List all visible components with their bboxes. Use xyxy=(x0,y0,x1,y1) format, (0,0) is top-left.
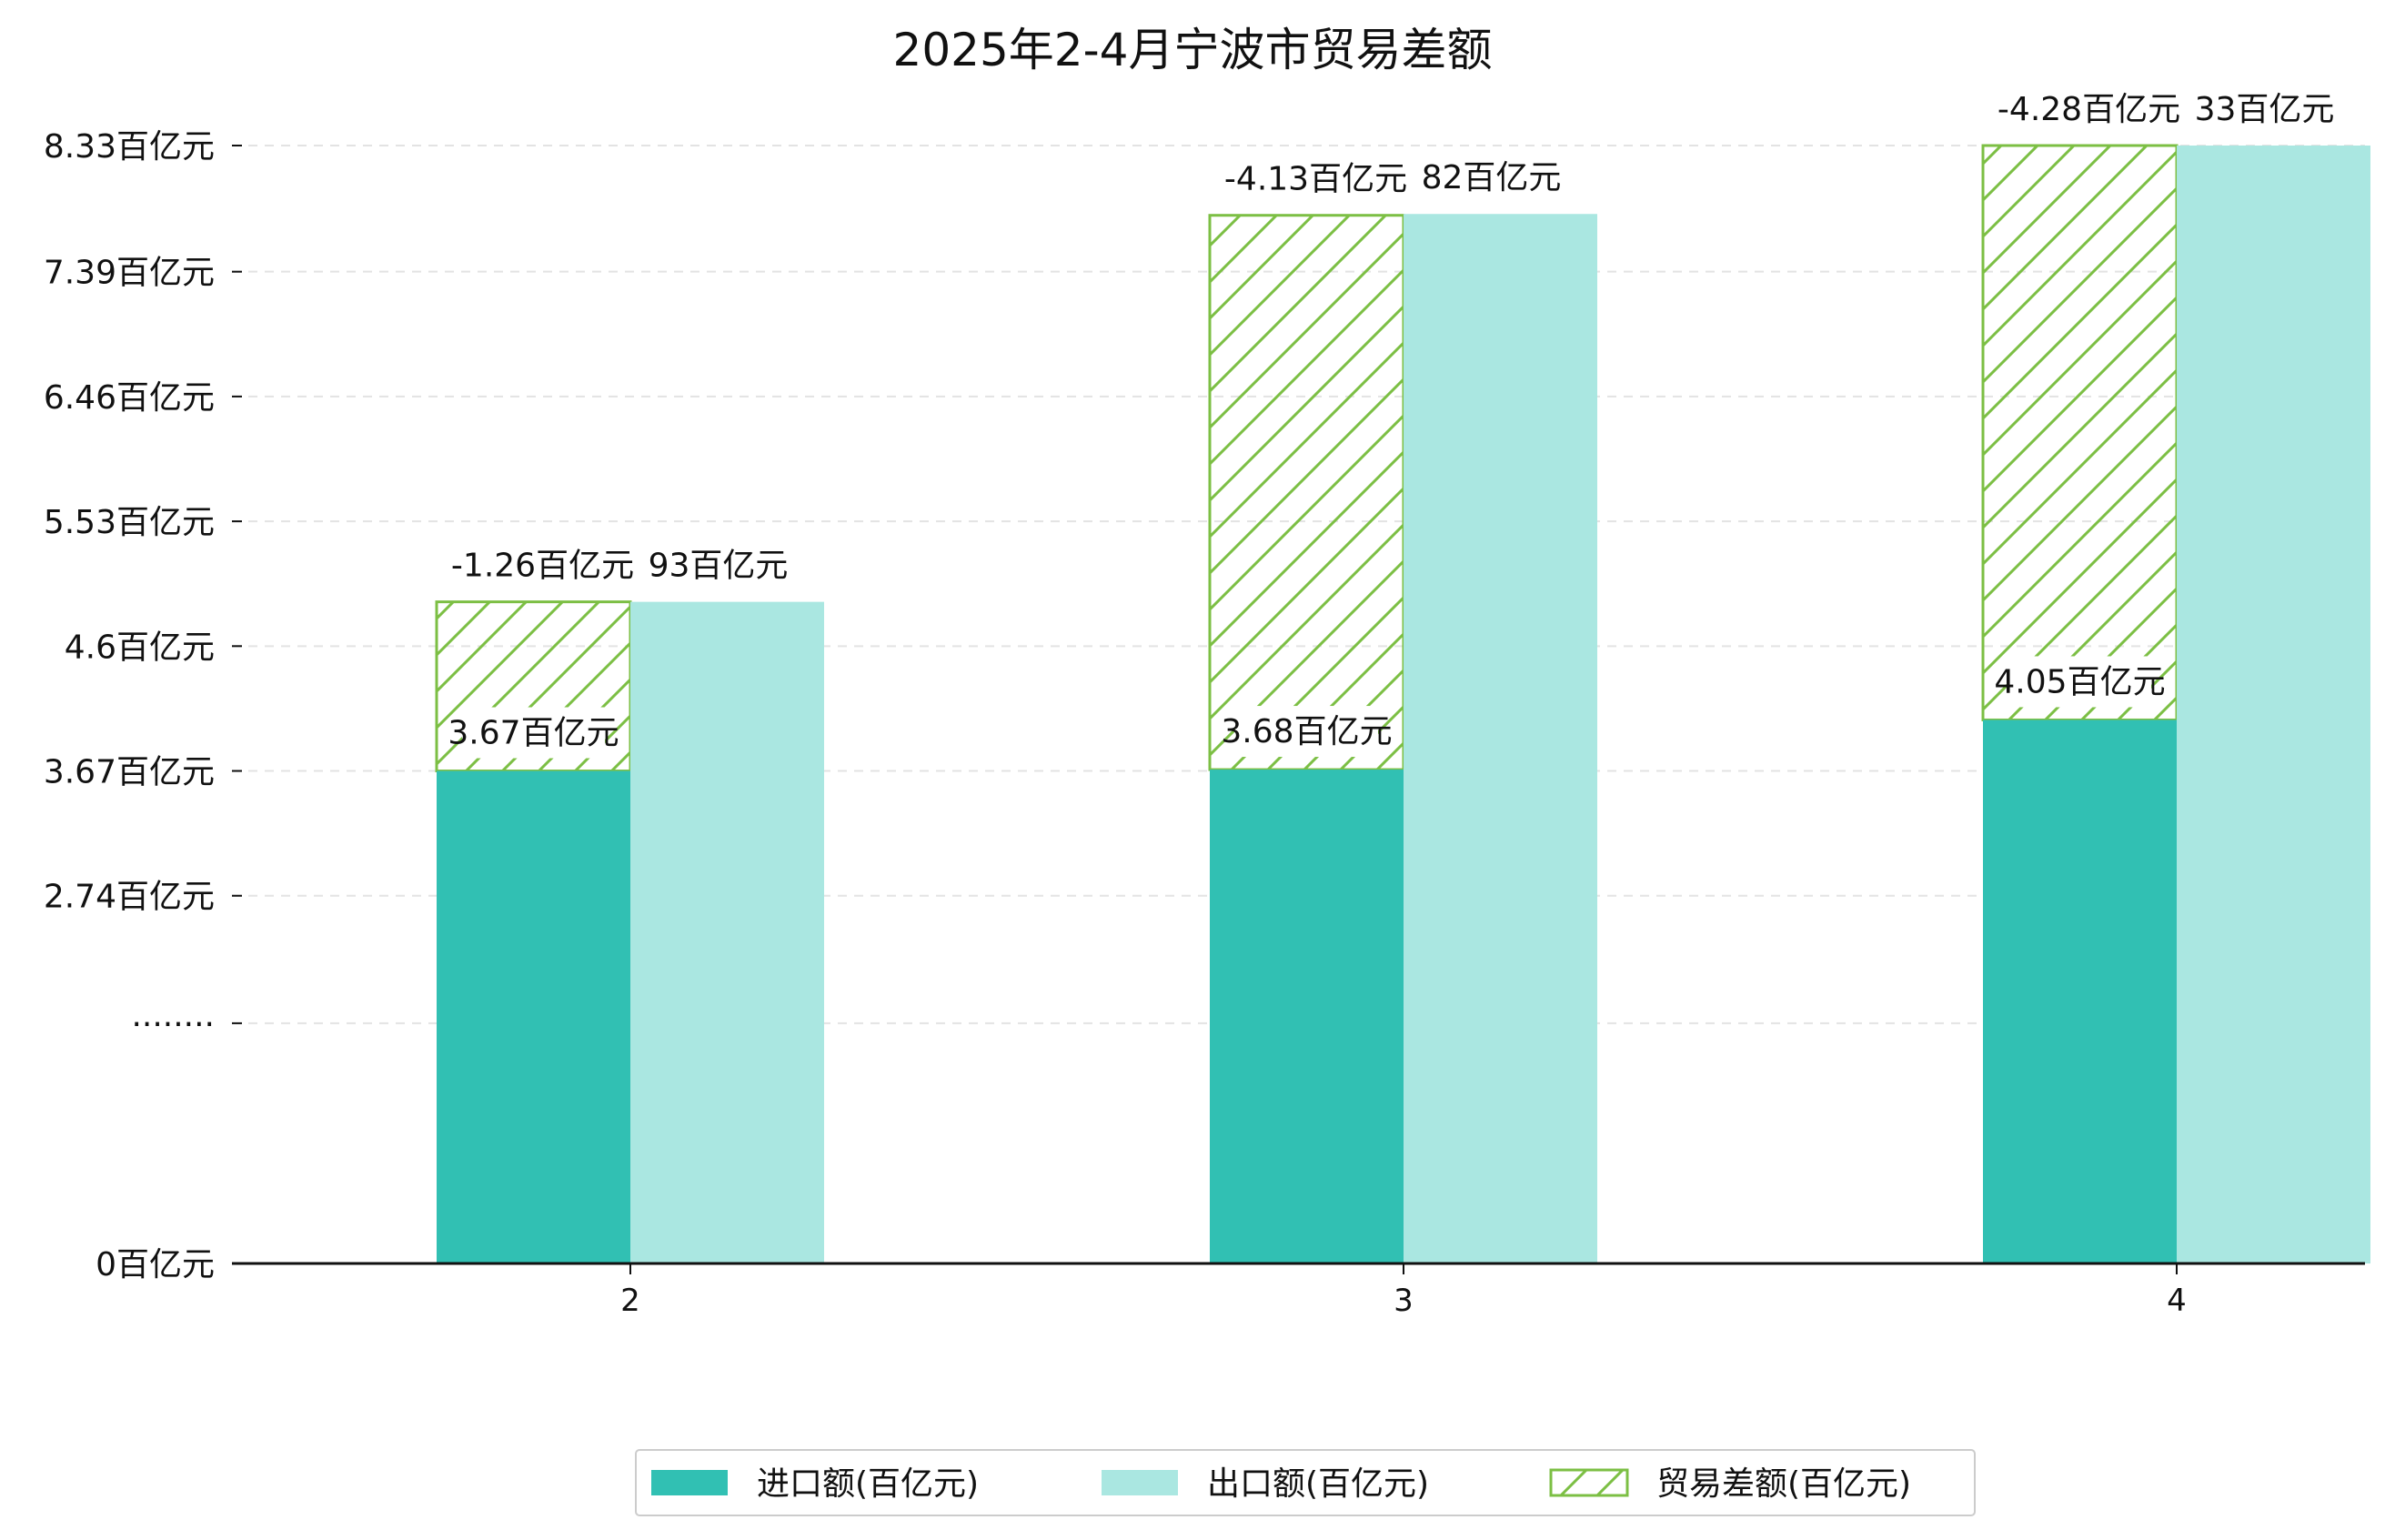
export-value-label: 93百亿元 xyxy=(649,548,789,585)
x-tick-label: 2 xyxy=(620,1283,640,1319)
y-tick-label: 0百亿元 xyxy=(96,1246,215,1283)
y-tick-label: 8.33百亿元 xyxy=(44,128,215,166)
bars xyxy=(435,144,2370,1264)
import-value-label: 3.67百亿元 xyxy=(448,715,619,752)
export-value-label: 33百亿元 xyxy=(2195,91,2335,128)
balance-value-label-bg xyxy=(2008,84,2169,135)
balance-value-label: -1.26百亿元 xyxy=(451,548,634,585)
balance-value-label-bg xyxy=(462,539,623,591)
y-tick-label: 4.6百亿元 xyxy=(65,629,215,666)
x-tick-label: 4 xyxy=(2167,1283,2187,1319)
export-value-label: 82百亿元 xyxy=(1422,159,1562,196)
y-tick-label: 6.46百亿元 xyxy=(44,379,215,417)
y-tick-label: 3.67百亿元 xyxy=(44,754,215,791)
import-bar[interactable] xyxy=(1983,720,2177,1263)
export-bar[interactable] xyxy=(630,601,824,1263)
legend-item-export-swatch[interactable] xyxy=(1102,1470,1178,1495)
export-value-label-bg xyxy=(1437,152,1545,204)
y-tick-label: 5.53百亿元 xyxy=(44,504,215,541)
y-tick-label: ········ xyxy=(131,1006,215,1043)
import-bar[interactable] xyxy=(437,770,630,1263)
balance-value-label: -4.28百亿元 xyxy=(1998,91,2180,128)
import-value-label-bg xyxy=(1235,706,1378,758)
legend-item-balance-swatch[interactable] xyxy=(1549,1468,1629,1497)
balance-value-label: -4.13百亿元 xyxy=(1224,161,1407,198)
export-value-label-bg xyxy=(664,539,772,591)
export-bar[interactable] xyxy=(1404,214,1597,1264)
data-labels: 3.67百亿元 -1.26百亿元 93百亿元 3.68百亿元 -4.13百亿元 82百亿元… xyxy=(448,84,2334,759)
chart-title: 2025年2-4月宁波市贸易差额 xyxy=(893,24,1493,76)
legend-item-balance-label[interactable]: 贸易差额(百亿元) xyxy=(1656,1465,1911,1503)
y-tick-label: 2.74百亿元 xyxy=(44,879,215,916)
legend-item-import-label[interactable]: 进口额(百亿元) xyxy=(757,1465,979,1503)
import-bar[interactable] xyxy=(1210,770,1404,1263)
x-tick-label: 3 xyxy=(1394,1283,1414,1319)
legend-item-export-label[interactable]: 出口额(百亿元) xyxy=(1207,1465,1429,1503)
import-value-label: 4.05百亿元 xyxy=(1994,663,2165,700)
import-value-label-bg xyxy=(462,707,605,759)
import-value-label: 3.68百亿元 xyxy=(1221,713,1392,750)
legend-frame xyxy=(635,1449,1976,1516)
y-tick-label: 7.39百亿元 xyxy=(44,255,215,292)
balance-bar[interactable] xyxy=(1208,214,1405,771)
legend[interactable]: 进口额(百亿元) 出口额(百亿元) 贸易差额(百亿元) xyxy=(635,1449,1976,1516)
balance-bar[interactable] xyxy=(1981,144,2179,721)
import-value-label-bg xyxy=(2008,656,2151,708)
balance-value-label-bg xyxy=(1235,153,1396,205)
legend-item-import-swatch[interactable] xyxy=(651,1470,728,1495)
export-bar[interactable] xyxy=(2177,146,2370,1263)
export-value-label-bg xyxy=(2210,84,2319,135)
axes: 0百亿元 ········ 2.74百亿元 3.67百亿元 4.6百亿元 5.53百亿元 6… xyxy=(44,128,2365,1319)
